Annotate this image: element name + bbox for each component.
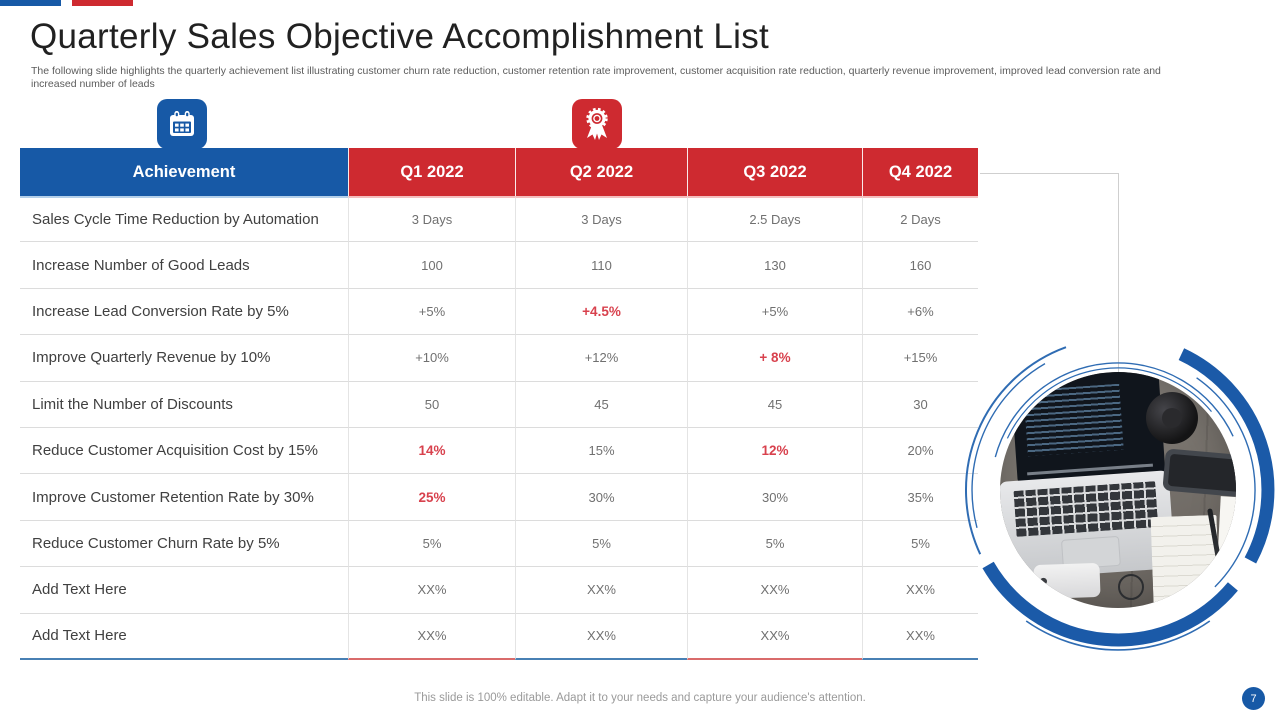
- top-accent-bar-blue: [0, 0, 61, 6]
- award-glyph: [586, 107, 608, 140]
- iphone: [1033, 562, 1101, 600]
- cell-value: XX%: [687, 567, 862, 614]
- cell-value: +4.5%: [515, 288, 687, 336]
- table-row: Sales Cycle Time Reduction by Automation…: [20, 196, 978, 243]
- cell-value: 14%: [348, 427, 515, 475]
- row-label: Reduce Customer Acquisition Cost by 15%: [20, 428, 348, 475]
- cell-value: 110: [515, 242, 687, 289]
- table-row: Add Text Here XX% XX% XX% XX%: [20, 567, 978, 614]
- smartphone-screen: [1167, 453, 1236, 493]
- cell-value: 2.5 Days: [687, 196, 862, 243]
- earphones: [1118, 574, 1144, 600]
- row-label: Reduce Customer Churn Rate by 5%: [20, 521, 348, 568]
- desk-photo: [1000, 372, 1236, 608]
- cell-value: +15%: [862, 335, 978, 382]
- cell-value: 5%: [515, 520, 687, 568]
- column-header: Q3 2022: [687, 148, 862, 196]
- cell-value: 100: [348, 242, 515, 289]
- decorative-callout-rectangle: [980, 173, 1119, 374]
- cell-value: 12%: [687, 427, 862, 475]
- cell-value: 2 Days: [862, 196, 978, 243]
- table-header-row: Achievement Q1 2022 Q2 2022 Q3 2022 Q4 2022: [20, 148, 978, 196]
- cell-value: 20%: [862, 427, 978, 475]
- cell-value: 15%: [515, 427, 687, 475]
- row-label: Increase Number of Good Leads: [20, 242, 348, 289]
- laptop-keys: [1013, 481, 1159, 537]
- page-subtitle: The following slide highlights the quart…: [31, 65, 1161, 90]
- cell-value: 30%: [515, 474, 687, 521]
- laptop-code-lines: [1023, 383, 1124, 457]
- cell-value: 160: [862, 242, 978, 289]
- cell-value: XX%: [515, 613, 687, 660]
- table-row: Reduce Customer Acquisition Cost by 15% 1…: [20, 427, 978, 475]
- iphone-camera: [1039, 577, 1048, 585]
- cell-value: XX%: [862, 567, 978, 614]
- cell-value: 50: [348, 381, 515, 428]
- notebook: [1150, 514, 1220, 604]
- cell-value: 35%: [862, 474, 978, 521]
- cell-value: XX%: [348, 567, 515, 614]
- cell-value: +5%: [687, 288, 862, 336]
- table-body: Sales Cycle Time Reduction by Automation…: [20, 196, 978, 660]
- cell-value: XX%: [862, 613, 978, 660]
- decorative-arcs: [965, 346, 1275, 651]
- cell-value: 45: [515, 381, 687, 428]
- cell-value: + 8%: [687, 335, 862, 382]
- column-header: Q1 2022: [348, 148, 515, 196]
- page-title: Quarterly Sales Objective Accomplishment…: [30, 17, 770, 56]
- calendar-glyph: [170, 111, 194, 136]
- cell-value: +6%: [862, 288, 978, 336]
- row-label: Improve Customer Retention Rate by 30%: [20, 474, 348, 521]
- cell-value: +5%: [348, 288, 515, 336]
- row-label: Sales Cycle Time Reduction by Automation: [20, 196, 348, 243]
- cell-value: +10%: [348, 335, 515, 382]
- table-row: Improve Customer Retention Rate by 30% 25…: [20, 474, 978, 521]
- cell-value: 3 Days: [515, 196, 687, 243]
- table-row: Improve Quarterly Revenue by 10% +10% +12%…: [20, 335, 978, 382]
- row-label: Improve Quarterly Revenue by 10%: [20, 335, 348, 382]
- award-rosette-icon: [572, 99, 622, 149]
- calendar-icon: [157, 99, 207, 149]
- achievement-table: Achievement Q1 2022 Q2 2022 Q3 2022 Q4 2022 …: [20, 148, 978, 660]
- laptop-screen: [1010, 372, 1166, 484]
- cell-value: XX%: [687, 613, 862, 660]
- row-label: Increase Lead Conversion Rate by 5%: [20, 289, 348, 336]
- cell-value: 30%: [687, 474, 862, 521]
- table-row: Limit the Number of Discounts 50 45 45 30: [20, 381, 978, 428]
- row-label: Limit the Number of Discounts: [20, 382, 348, 428]
- cell-value: 130: [687, 242, 862, 289]
- cell-value: XX%: [348, 613, 515, 660]
- headphones-pad: [1162, 408, 1182, 428]
- footer-note: This slide is 100% editable. Adapt it to…: [414, 692, 866, 704]
- table-row: Reduce Customer Churn Rate by 5% 5% 5% 5% 5%: [20, 520, 978, 568]
- column-header: Q2 2022: [515, 148, 687, 196]
- cell-value: 5%: [862, 520, 978, 568]
- top-accent-bar-red: [72, 0, 133, 6]
- row-label: Add Text Here: [20, 614, 348, 660]
- cell-value: 3 Days: [348, 196, 515, 243]
- cell-value: 25%: [348, 474, 515, 521]
- column-header: Q4 2022: [862, 148, 978, 196]
- smartphone: [1162, 448, 1236, 498]
- table-row: Increase Lead Conversion Rate by 5% +5% +4…: [20, 288, 978, 336]
- headphones: [1146, 392, 1198, 444]
- cell-value: 30: [862, 381, 978, 428]
- cell-value: XX%: [515, 567, 687, 614]
- row-label: Add Text Here: [20, 567, 348, 614]
- cell-value: 5%: [687, 520, 862, 568]
- cell-value: +12%: [515, 335, 687, 382]
- page-number-badge: 7: [1242, 687, 1265, 710]
- table-row: Add Text Here XX% XX% XX% XX%: [20, 613, 978, 660]
- table-row: Increase Number of Good Leads 100 110 130 16…: [20, 242, 978, 289]
- column-header: Achievement: [20, 148, 348, 196]
- cell-value: 45: [687, 381, 862, 428]
- cell-value: 5%: [348, 520, 515, 568]
